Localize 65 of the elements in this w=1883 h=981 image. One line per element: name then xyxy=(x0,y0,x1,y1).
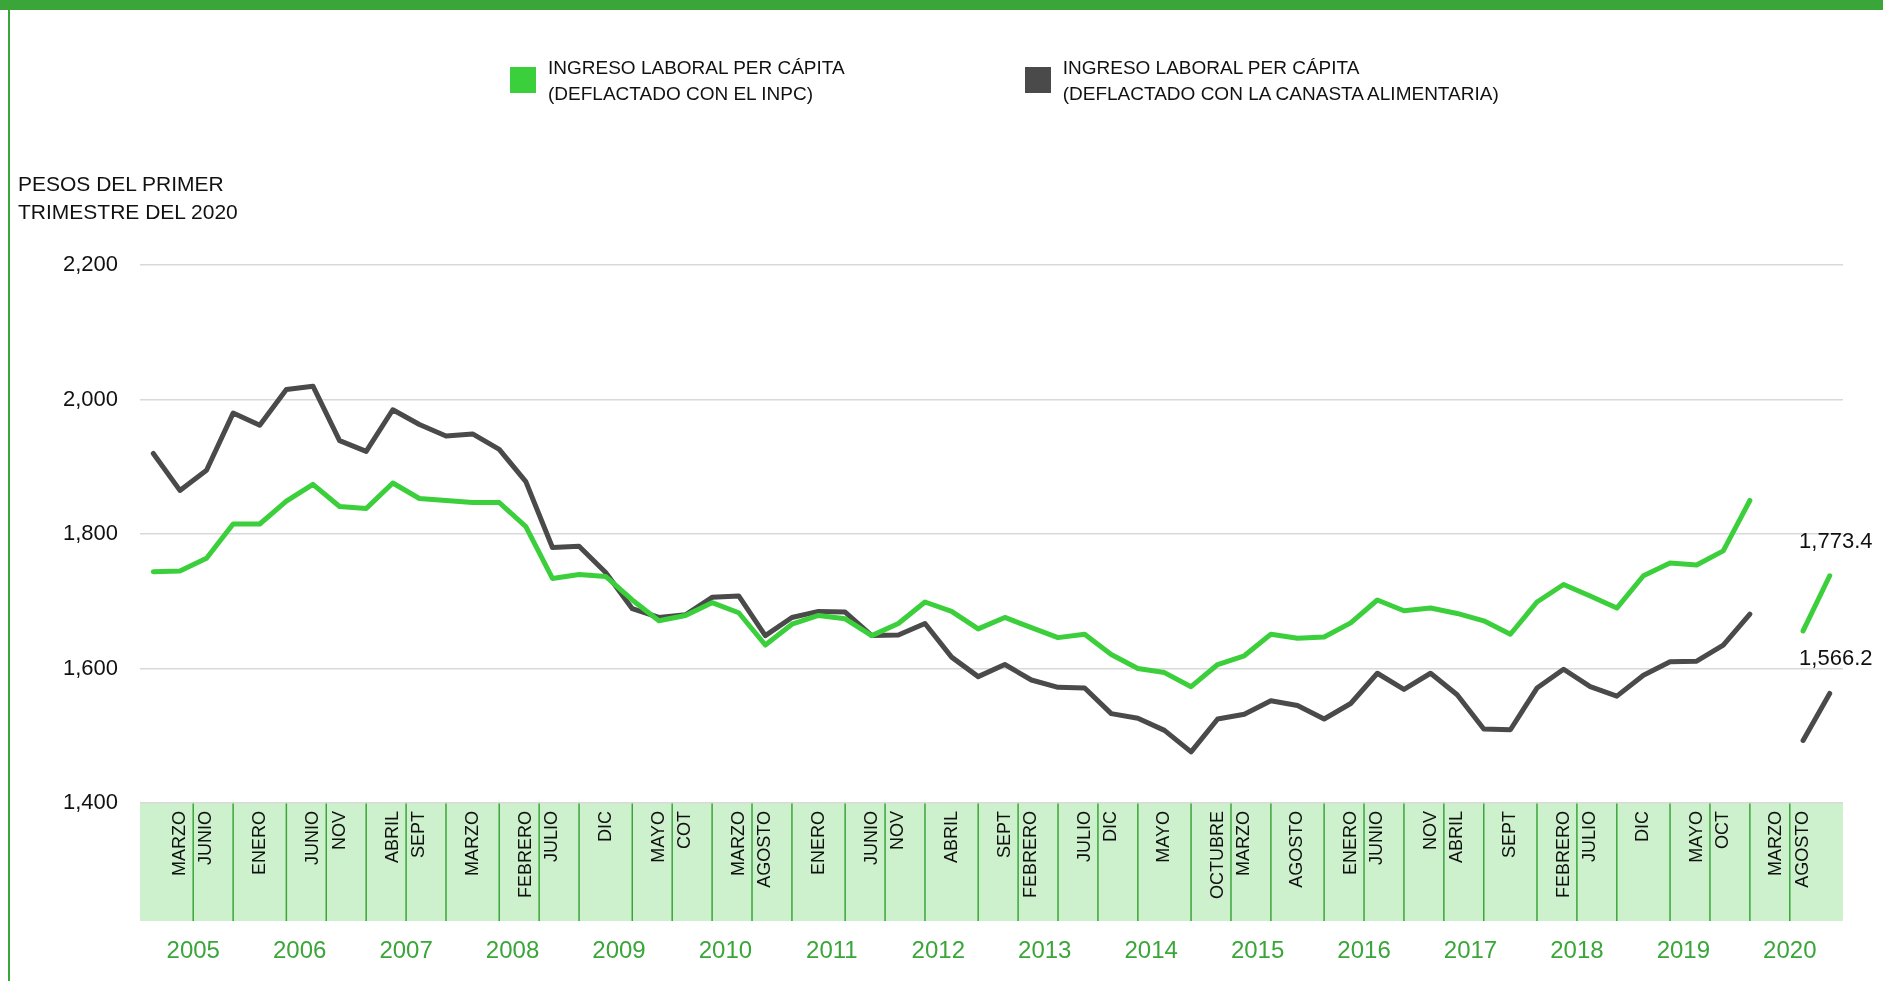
x-tick-label: JUNIO xyxy=(1366,811,1387,865)
text: 2010 xyxy=(698,935,753,963)
y-tick-label: 2,000 xyxy=(62,385,118,411)
x-tick-label: DIC xyxy=(1100,811,1121,842)
x-tick-label: MARZO xyxy=(168,811,189,876)
x-tick-label: FEBRERO xyxy=(1552,811,1573,899)
y-tick-label: 1,800 xyxy=(62,520,118,546)
text: 2018 xyxy=(1550,935,1604,963)
annotation: 1,773.4 xyxy=(1799,527,1873,553)
text: 2011 xyxy=(806,935,858,963)
legend-label: INGRESO LABORAL PER CÁPITA (DEFLACTADO CON LA CANASTA ALIMENTARIA) xyxy=(1062,56,1499,106)
text: 2016 xyxy=(1337,935,1391,963)
x-tick-label: ABRIL xyxy=(381,811,402,864)
legend-label: INGRESO LABORAL PER CÁPITA (DEFLACTADO CON EL INPC) xyxy=(548,56,845,106)
text: 2006 xyxy=(272,935,327,963)
y-axis-title: PESOS DEL PRIMER TRIMESTRE DEL 2020 xyxy=(18,171,239,225)
x-tick-label: MARZO xyxy=(1765,811,1786,876)
x-tick-label: FEBRERO xyxy=(514,811,535,899)
x-tick-label: ABRIL xyxy=(940,811,961,864)
x-tick-label: NOV xyxy=(328,811,349,851)
text: 2014 xyxy=(1124,935,1178,963)
y-tick-label: 1,400 xyxy=(62,789,118,815)
x-tick-label: JUNIO xyxy=(195,811,216,865)
x-tick-label: COT xyxy=(674,811,695,849)
y-tick-label: 1,600 xyxy=(62,654,118,680)
text: 2008 xyxy=(485,935,540,963)
x-tick-label: AGOSTO xyxy=(1792,811,1813,888)
x-tick-label: MARZO xyxy=(1233,811,1254,876)
x-tick-label: MAYO xyxy=(1153,811,1174,863)
x-tick-label: SEPT xyxy=(993,811,1014,859)
text: 2019 xyxy=(1656,935,1711,963)
x-tick-label: JUNIO xyxy=(860,811,881,865)
x-tick-label: FEBRERO xyxy=(1020,811,1041,899)
x-tick-label: MARZO xyxy=(727,811,748,876)
text: 2013 xyxy=(1018,935,1072,963)
x-tick-label: DIC xyxy=(594,811,615,842)
x-tick-label: JULIO xyxy=(1073,811,1094,863)
text: 2015 xyxy=(1230,935,1285,963)
x-tick-label: OCT xyxy=(1712,811,1733,849)
x-tick-label: DIC xyxy=(1632,811,1653,842)
y-tick-label: 2,200 xyxy=(62,251,118,277)
x-tick-label: JULIO xyxy=(1579,811,1600,863)
text: 2007 xyxy=(379,935,433,963)
x-tick-label: MARZO xyxy=(461,811,482,876)
x-tick-label: OCTUBRE xyxy=(1206,811,1227,900)
text: 2012 xyxy=(911,935,965,963)
x-tick-label: ABRIL xyxy=(1446,811,1467,864)
x-tick-label: JUNIO xyxy=(301,811,322,865)
x-tick-label: AGOSTO xyxy=(754,811,775,888)
text: 2017 xyxy=(1443,935,1498,963)
x-tick-label: AGOSTO xyxy=(1286,811,1307,888)
text: 2005 xyxy=(166,935,220,963)
x-tick-label: NOV xyxy=(1419,811,1440,851)
x-tick-label: ENERO xyxy=(807,811,828,876)
x-tick-label: MAYO xyxy=(1685,811,1706,863)
text: 2020 xyxy=(1763,935,1817,963)
x-tick-label: MAYO xyxy=(647,811,668,863)
annotation: 1,566.2 xyxy=(1799,645,1873,671)
text: 2009 xyxy=(592,935,646,963)
x-tick-label: JULIO xyxy=(541,811,562,863)
x-tick-label: ENERO xyxy=(1339,811,1360,876)
x-tick-label: ENERO xyxy=(248,811,269,876)
x-tick-label: SEPT xyxy=(1499,811,1520,859)
x-tick-label: SEPT xyxy=(408,811,429,859)
x-tick-label: NOV xyxy=(887,811,908,851)
